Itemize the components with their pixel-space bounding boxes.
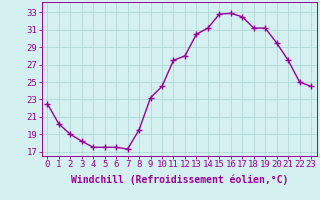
X-axis label: Windchill (Refroidissement éolien,°C): Windchill (Refroidissement éolien,°C): [70, 175, 288, 185]
